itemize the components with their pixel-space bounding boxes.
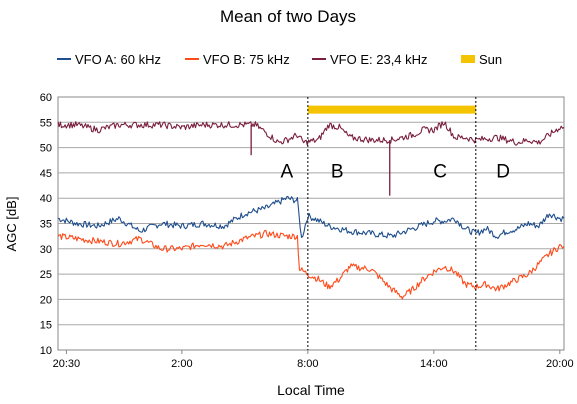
series-line-1 [57,196,565,240]
legend-item: VFO A: 60 kHz [57,52,161,67]
x-tick-label: 14:00 [420,358,448,370]
y-tick-label: 50 [40,143,52,155]
y-tick-label: 20 [40,294,52,306]
annotation-C: C [433,161,447,182]
chart-title: Mean of two Days [220,7,356,26]
y-tick-label: 30 [40,244,52,256]
legend-item: VFO B: 75 kHz [185,52,290,67]
sun-bar-group [307,105,476,114]
legend-item: VFO E: 23,4 kHz [312,52,428,67]
y-tick-label: 10 [40,345,52,357]
annotation-D: D [496,161,510,182]
annotations: A B C D [281,161,510,182]
y-tick-label: 35 [40,219,52,231]
y-tick-label: 55 [40,117,52,129]
legend-label: VFO A: 60 kHz [75,52,161,67]
legend-swatch [461,55,475,63]
series-group [57,121,565,300]
series-line-3 [57,121,565,146]
sun-bar [307,105,476,114]
annotation-B: B [331,161,344,182]
legend-label: VFO B: 75 kHz [203,52,290,67]
y-tick-label: 40 [40,193,52,205]
x-tick-label: 2:00 [171,358,192,370]
grid [58,121,564,326]
x-axis: 20:30 2:00 8:00 14:00 20:00 [53,350,574,370]
x-tick-label: 20:00 [546,358,574,370]
series-line-2 [57,229,565,300]
y-axis: 10 15 20 25 30 35 40 45 50 55 60 [40,92,52,357]
legend-label: Sun [479,52,502,67]
y-axis-label: AGC [dB] [4,197,19,252]
legend-label: VFO E: 23,4 kHz [330,52,428,67]
x-tick-label: 8:00 [297,358,318,370]
legend-item: Sun [461,52,502,67]
x-tick-label: 20:30 [53,358,81,370]
legend: VFO A: 60 kHz VFO B: 75 kHz VFO E: 23,4 kH… [57,52,502,67]
annotation-A: A [281,161,294,182]
y-tick-label: 45 [40,168,52,180]
x-axis-label: Local Time [277,382,345,398]
y-tick-label: 15 [40,320,52,332]
y-tick-label: 25 [40,269,52,281]
y-tick-label: 60 [40,92,52,104]
